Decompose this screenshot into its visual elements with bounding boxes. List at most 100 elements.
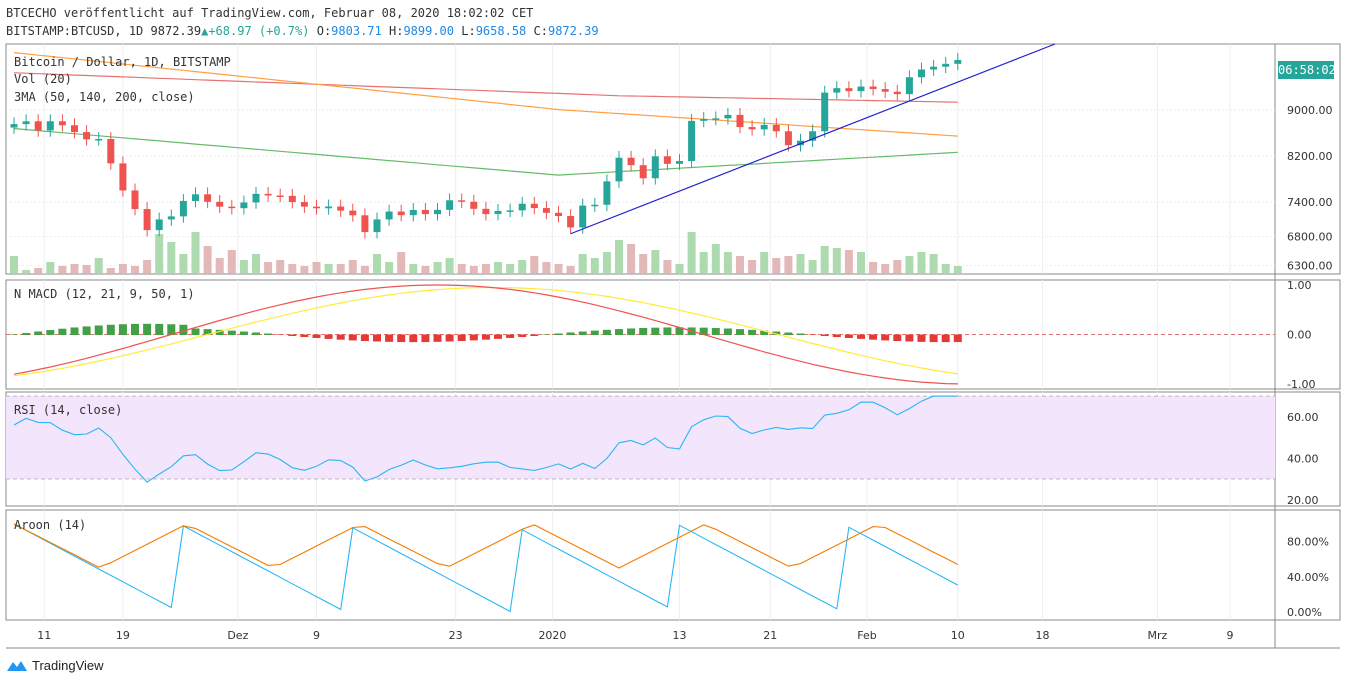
macd-histogram-bar (808, 334, 817, 336)
candle-body (276, 195, 284, 198)
volume-bar (445, 258, 454, 274)
close-value: 9872.39 (547, 24, 599, 38)
volume-bar (409, 264, 418, 274)
volume-bar (917, 252, 926, 274)
macd-histogram-bar (360, 334, 369, 342)
macd-histogram-bar (385, 334, 394, 342)
volume-bar (832, 248, 841, 274)
x-tick-label: 9 (313, 629, 320, 642)
volume-bar (46, 262, 55, 274)
candle-body (228, 206, 236, 209)
price-axis-label: 9000.00 (1287, 104, 1333, 117)
aroon-axis-label: 80.00% (1287, 536, 1329, 549)
tradingview-icon (7, 660, 27, 671)
macd-histogram-bar (312, 334, 321, 338)
publish-line: BTCECHO veröffentlicht auf TradingView.c… (6, 6, 534, 20)
x-tick-label: 19 (116, 629, 130, 642)
candle-body (784, 131, 792, 146)
price-pane-title: Bitcoin / Dollar, 1D, BITSTAMP (14, 55, 231, 69)
macd-histogram-bar (917, 334, 926, 342)
volume-bar (360, 266, 369, 274)
candle-body (204, 194, 212, 202)
macd-axis-label: 1.00 (1287, 279, 1312, 292)
pane-frame (5, 509, 1341, 621)
macd-histogram-bar (832, 334, 841, 338)
macd-histogram-bar (953, 334, 962, 343)
last-price: 9872.39 (150, 24, 202, 38)
volume-bar (663, 260, 672, 274)
high-value: 9899.00 (403, 24, 455, 38)
volume-bar (578, 254, 587, 274)
macd-label: N MACD (12, 21, 9, 50, 1) (14, 287, 195, 301)
x-tick-label: Dez (227, 629, 248, 642)
macd-histogram-bar (893, 334, 902, 342)
macd-histogram-bar (203, 329, 212, 335)
macd-histogram-bar (348, 334, 357, 341)
rsi-axis-label: 60.00 (1287, 411, 1319, 424)
volume-bar (421, 266, 430, 274)
candle-body (470, 201, 478, 209)
macd-histogram-bar (844, 334, 853, 338)
brand-text: TradingView (32, 658, 104, 673)
volume-bar (784, 256, 793, 274)
macd-histogram-bar (675, 327, 684, 335)
volume-bar (615, 240, 623, 274)
macd-histogram-bar (70, 327, 79, 335)
x-tick-label: Feb (857, 629, 876, 642)
trendline (570, 43, 1056, 235)
candle-body (603, 181, 611, 205)
volume-bar (324, 264, 333, 274)
ma50-line (13, 127, 958, 176)
x-tick-label: 2020 (538, 629, 566, 642)
macd-histogram-bar (22, 332, 31, 335)
macd-histogram-bar (796, 333, 805, 335)
volume-bar (118, 264, 127, 274)
macd-histogram-bar (143, 323, 152, 335)
macd-histogram-bar (397, 334, 406, 343)
candle-body (530, 203, 538, 209)
tradingview-logo[interactable]: TradingView (6, 658, 104, 673)
volume-bar (179, 254, 188, 274)
macd-histogram-bar (929, 334, 938, 343)
candle-body (83, 132, 91, 140)
candle-body (893, 91, 901, 95)
candle-body (518, 203, 526, 211)
macd-histogram-bar (663, 327, 672, 335)
volume-bar (312, 262, 321, 274)
candle-body (446, 200, 454, 210)
aroon-axis-label: 0.00% (1287, 606, 1322, 619)
volume-bar (385, 262, 394, 274)
macd-histogram-bar (481, 334, 490, 340)
volume-bar (167, 242, 176, 274)
macd-histogram-bar (373, 334, 381, 342)
candle-body (494, 210, 502, 215)
macd-histogram-bar (288, 334, 297, 337)
pane-frame (5, 43, 1341, 275)
candle-body (869, 86, 877, 90)
candle-body (676, 161, 683, 164)
candle-body (337, 206, 345, 211)
candle-body (288, 195, 296, 203)
x-tick-label: 21 (763, 629, 777, 642)
volume-bar (155, 234, 164, 274)
volume-bar (820, 246, 829, 274)
macd-histogram-bar (760, 330, 769, 335)
macd-histogram-bar (457, 334, 466, 341)
volume-bar (94, 258, 103, 274)
macd-histogram-bar (784, 332, 793, 335)
candle-body (772, 124, 780, 132)
macd-histogram-bar (264, 333, 273, 335)
macd-histogram-bar (941, 334, 950, 343)
macd-histogram-bar (857, 334, 865, 339)
candle-body (567, 216, 575, 228)
macd-histogram-bar (167, 324, 176, 335)
volume-bar (760, 252, 769, 274)
macd-histogram-bar (276, 334, 285, 336)
macd-histogram-bar (445, 334, 454, 342)
candle-body (579, 205, 587, 228)
candle-body (639, 165, 647, 179)
rsi-band (6, 396, 1275, 480)
x-tick-label: Mrz (1148, 629, 1168, 642)
candle-body (240, 202, 248, 209)
